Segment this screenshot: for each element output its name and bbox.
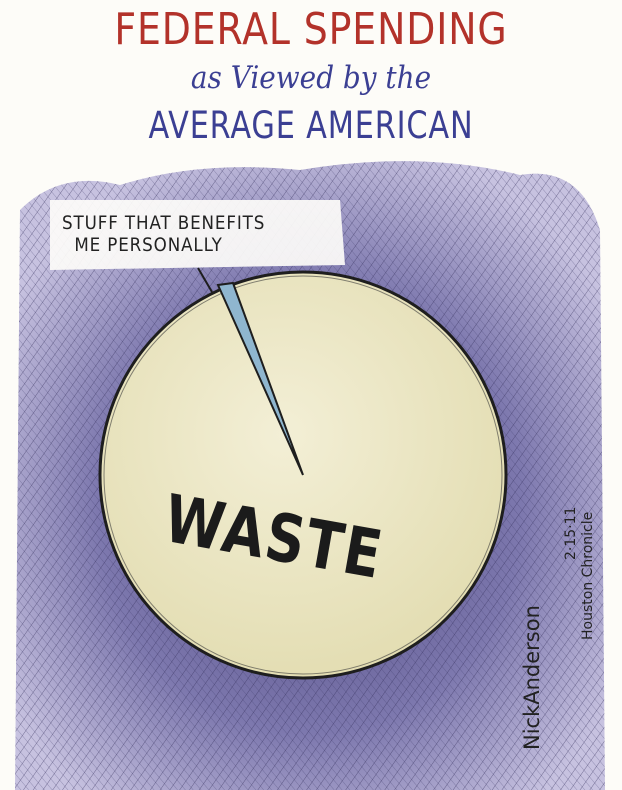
slice-annotation-line-2: ME PERSONALLY: [74, 234, 223, 256]
cartoon-title: FEDERAL SPENDING: [114, 4, 508, 55]
personal-benefit-slice: [216, 281, 304, 476]
artist-signature: NickAnderson: [520, 605, 544, 750]
slice-annotation-line-1: STUFF THAT BENEFITS: [62, 212, 266, 234]
signature-date: 2·15·11: [563, 506, 579, 560]
purple-crosshatch-background: [15, 161, 605, 790]
annotation-pointer-line: [197, 267, 213, 293]
signature-publication: Houston Chronicle: [580, 511, 596, 640]
cartoon-subtitle: as Viewed by the: [190, 60, 432, 96]
cartoon-audience: AVERAGE AMERICAN: [148, 104, 474, 147]
slice-annotation: STUFF THAT BENEFITS ME PERSONALLY: [62, 212, 326, 256]
pie-chart: [98, 267, 508, 680]
